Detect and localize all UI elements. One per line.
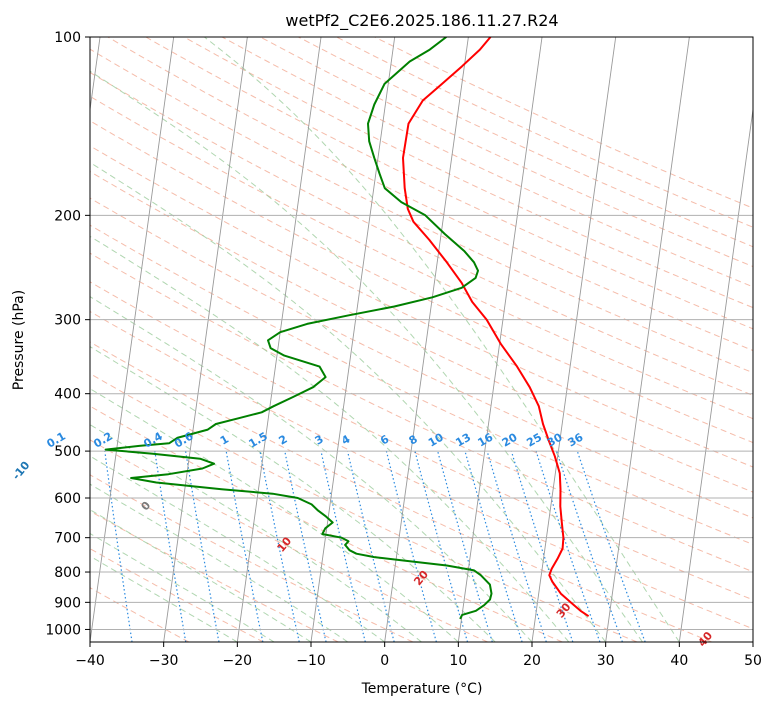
dry-adiabat-line — [90, 310, 753, 630]
x-tick-label: 20 — [523, 653, 541, 669]
y-tick-label: 1000 — [45, 622, 81, 638]
isotherm-line — [384, 37, 469, 642]
dry-adiabat-line — [90, 145, 753, 468]
dry-adiabat-line — [90, 197, 753, 519]
dry-adiabat-line — [90, 405, 563, 642]
isotherm-line — [605, 37, 690, 642]
isotherm-line — [163, 37, 248, 642]
mixing-ratio-line — [464, 450, 523, 642]
isotherm-line — [457, 37, 543, 642]
x-tick-label: −30 — [149, 653, 179, 669]
y-tick-label: 100 — [54, 30, 81, 46]
mixing-ratio-line — [486, 450, 547, 642]
dry-adiabat-line — [107, 37, 753, 352]
mixing-ratio-line — [510, 450, 574, 642]
plot-background — [90, 37, 753, 642]
y-tick-label: 400 — [54, 387, 81, 403]
isotherm-line — [531, 37, 617, 642]
plot-frame — [89, 36, 754, 643]
dewpoint-profile-line — [104, 37, 493, 620]
moist-adiabat-line — [90, 483, 349, 642]
moist-adiabat-line — [90, 532, 275, 642]
dry-adiabat-line — [90, 341, 712, 642]
x-tick-label: 40 — [670, 653, 688, 669]
x-tick-label: 50 — [744, 653, 762, 669]
profiles — [104, 37, 590, 620]
y-tick-label: 200 — [54, 208, 81, 224]
y-tick-label: 800 — [54, 565, 81, 581]
isotherm-line — [310, 37, 396, 642]
dry-adiabat-line — [90, 71, 753, 396]
mixing-ratio-line — [259, 450, 300, 642]
x-tick-label: −40 — [75, 653, 105, 669]
x-tick-label: 0 — [380, 653, 389, 669]
x-tick-label: −10 — [296, 653, 326, 669]
mixing-ratio-line — [284, 450, 327, 642]
x-tick-label: −20 — [223, 653, 253, 669]
dry-adiabat-line — [90, 439, 488, 642]
mixing-ratio-line — [556, 450, 623, 642]
dry-adiabat-line — [90, 281, 753, 601]
axes: −40 −30 −20 −10 0 10 20 30 40 50 100 200 300 400 500 60… — [45, 30, 762, 669]
isotherm-line — [90, 37, 101, 113]
dry-adiabat-line — [90, 224, 753, 545]
y-tick-label: 900 — [54, 595, 81, 611]
dry-adiabat-line — [90, 120, 753, 444]
x-tick-label: 30 — [597, 653, 615, 669]
moist-adiabat-line — [90, 161, 607, 642]
moist-adiabat-line — [90, 346, 496, 642]
dry-adiabat-label: -10 — [10, 459, 33, 483]
mixing-ratio-line — [225, 450, 264, 642]
y-tick-label: 500 — [54, 444, 81, 460]
moist-adiabat-line — [90, 296, 533, 642]
mixing-ratio-line — [535, 450, 601, 642]
y-axis-label: Pressure (hPa) — [11, 290, 27, 390]
mixing-ratio-line — [437, 450, 493, 642]
moist-adiabat-line — [90, 424, 422, 642]
moist-adiabat-line — [204, 37, 680, 642]
dry-adiabat-line — [90, 48, 753, 374]
moist-adiabat-line — [90, 509, 312, 642]
moist-adiabat-line — [90, 555, 238, 642]
moist-adiabat-line — [90, 388, 459, 642]
x-axis-label: Temperature (°C) — [361, 681, 483, 697]
isotherm-line — [236, 37, 322, 642]
x-tick-label: 10 — [449, 653, 467, 669]
mixing-ratio-line — [385, 450, 437, 642]
chart-title: wetPf2_C2E6.2025.186.11.27.R24 — [285, 11, 558, 31]
y-tick-label: 700 — [54, 531, 81, 547]
moist-adiabat-line — [90, 235, 570, 642]
background-lines — [90, 37, 753, 642]
moist-adiabat-line — [90, 70, 643, 642]
y-tick-label: 300 — [54, 313, 81, 329]
y-tick-label: 600 — [54, 491, 81, 507]
dry-adiabat-line — [90, 171, 753, 493]
mixing-ratio-line — [576, 450, 646, 642]
mixing-ratio-line — [320, 450, 366, 642]
isotherm-line — [752, 638, 753, 642]
temperature-profile-line — [402, 37, 590, 618]
isotherm-line — [90, 37, 175, 642]
dry-adiabat-line — [90, 95, 753, 420]
isotherm-line — [678, 106, 753, 642]
